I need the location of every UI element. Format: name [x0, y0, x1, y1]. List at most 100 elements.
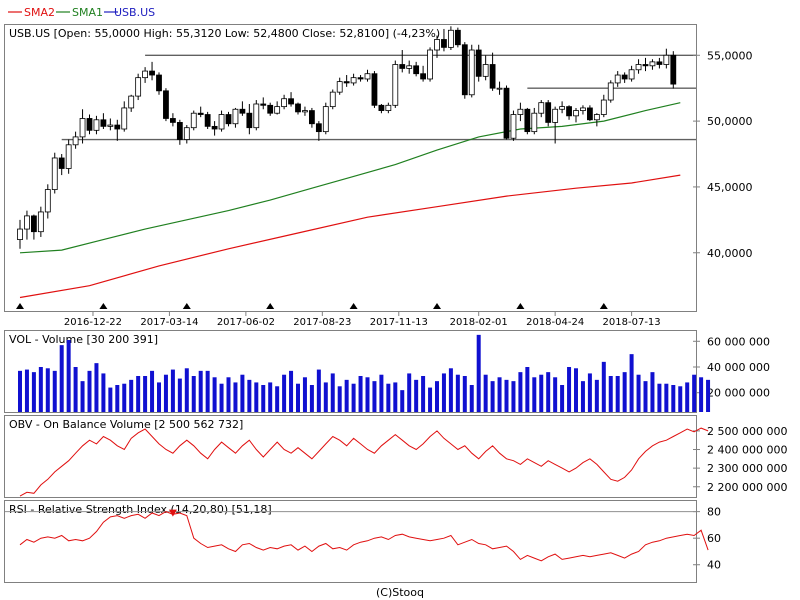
candle-body-up	[538, 102, 545, 114]
volume-bar	[219, 383, 224, 412]
candle	[385, 102, 392, 114]
candle-body-up	[322, 106, 329, 133]
candle	[93, 115, 100, 135]
candle	[399, 50, 406, 73]
candle	[128, 94, 135, 112]
obv-panel-frame	[4, 415, 697, 498]
volume-bar	[560, 385, 565, 412]
candle	[600, 94, 607, 118]
volume-bar	[393, 382, 398, 412]
volume-bar	[462, 376, 467, 412]
volume-bar	[240, 374, 245, 412]
period-marker	[349, 303, 358, 309]
price-panel-frame	[4, 24, 697, 312]
candle	[156, 72, 162, 95]
volume-bar	[365, 377, 370, 412]
rsi-panel-frame	[4, 500, 697, 583]
candle	[350, 73, 357, 86]
volume-bar	[455, 374, 460, 412]
volume-bar	[629, 354, 634, 412]
candle-body-down	[225, 114, 232, 125]
volume-bar	[108, 387, 113, 412]
candle-body-up	[482, 64, 489, 77]
candle-body-up	[392, 64, 399, 106]
candle	[30, 214, 37, 240]
obv-tick-label: 2 300 000 000	[707, 462, 787, 475]
candle-body-up	[17, 228, 23, 240]
candle-body-up	[281, 98, 288, 108]
volume-bar	[567, 367, 572, 412]
volume-bar	[170, 369, 175, 412]
volume-bar	[546, 372, 551, 412]
volume-bar	[608, 376, 613, 412]
candle	[378, 103, 385, 114]
candle-body-down	[454, 29, 461, 46]
candle-body-down	[211, 125, 218, 130]
period-marker	[266, 303, 275, 309]
candle	[573, 107, 579, 123]
obv-tick-label: 2 500 000 000	[707, 425, 787, 438]
candle-body-down	[308, 110, 315, 125]
candle	[169, 113, 176, 127]
volume-bar	[73, 367, 78, 412]
candle	[107, 118, 114, 131]
candle	[545, 100, 552, 127]
candle	[559, 101, 565, 114]
candle	[114, 119, 121, 141]
candle-body-up	[600, 99, 607, 115]
sma2-line	[19, 174, 681, 299]
candle-body-up	[336, 81, 343, 93]
candle-body-up	[635, 64, 642, 71]
candle	[142, 67, 149, 83]
candle-body-down	[295, 103, 301, 113]
volume-panel-frame	[4, 330, 697, 413]
candle-body-up	[406, 65, 413, 69]
volume-bar	[66, 340, 71, 412]
volume-bar	[129, 379, 134, 412]
date-tick-label: 2017-11-13	[370, 317, 428, 328]
candle-body-down	[461, 44, 468, 96]
candle-body-down	[86, 118, 93, 131]
volume-bar	[87, 370, 92, 412]
legend: SMA2 SMA1 USB.US	[8, 6, 155, 19]
candle-body-up	[614, 74, 621, 84]
candle	[510, 110, 517, 141]
candle	[656, 57, 663, 69]
volume-bar	[601, 361, 606, 412]
volume-bar	[247, 379, 252, 412]
volume-bar	[504, 379, 509, 412]
candle	[232, 107, 239, 128]
candle	[86, 114, 93, 135]
volume-bar	[38, 367, 43, 412]
period-marker	[433, 303, 441, 309]
candle	[37, 206, 44, 237]
legend-sma1-label: SMA1	[72, 6, 103, 19]
volume-bar	[518, 372, 523, 412]
candle-body-down	[587, 107, 593, 121]
candle-body-down	[149, 70, 155, 76]
candle	[225, 111, 232, 127]
candle-body-up	[190, 112, 197, 129]
candle	[503, 85, 510, 140]
volume-bar	[150, 370, 155, 412]
candle	[406, 60, 413, 74]
candle-body-down	[156, 74, 162, 92]
volume-bar	[490, 381, 495, 412]
date-tick-label: 2016-12-22	[64, 317, 122, 328]
candle-body-down	[239, 108, 246, 114]
candle	[190, 110, 197, 131]
volume-bar	[275, 386, 280, 412]
volume-bar	[441, 373, 446, 412]
candle	[149, 61, 155, 81]
candle-body-up	[580, 107, 586, 111]
volume-bar	[706, 379, 711, 412]
candle-body-up	[510, 114, 517, 139]
candle-body-up	[24, 215, 30, 230]
candle	[218, 110, 225, 132]
candle-body-down	[315, 123, 322, 133]
volume-bar	[122, 383, 127, 412]
candle	[635, 59, 642, 74]
volume-bar	[177, 378, 182, 412]
candle	[58, 154, 65, 176]
